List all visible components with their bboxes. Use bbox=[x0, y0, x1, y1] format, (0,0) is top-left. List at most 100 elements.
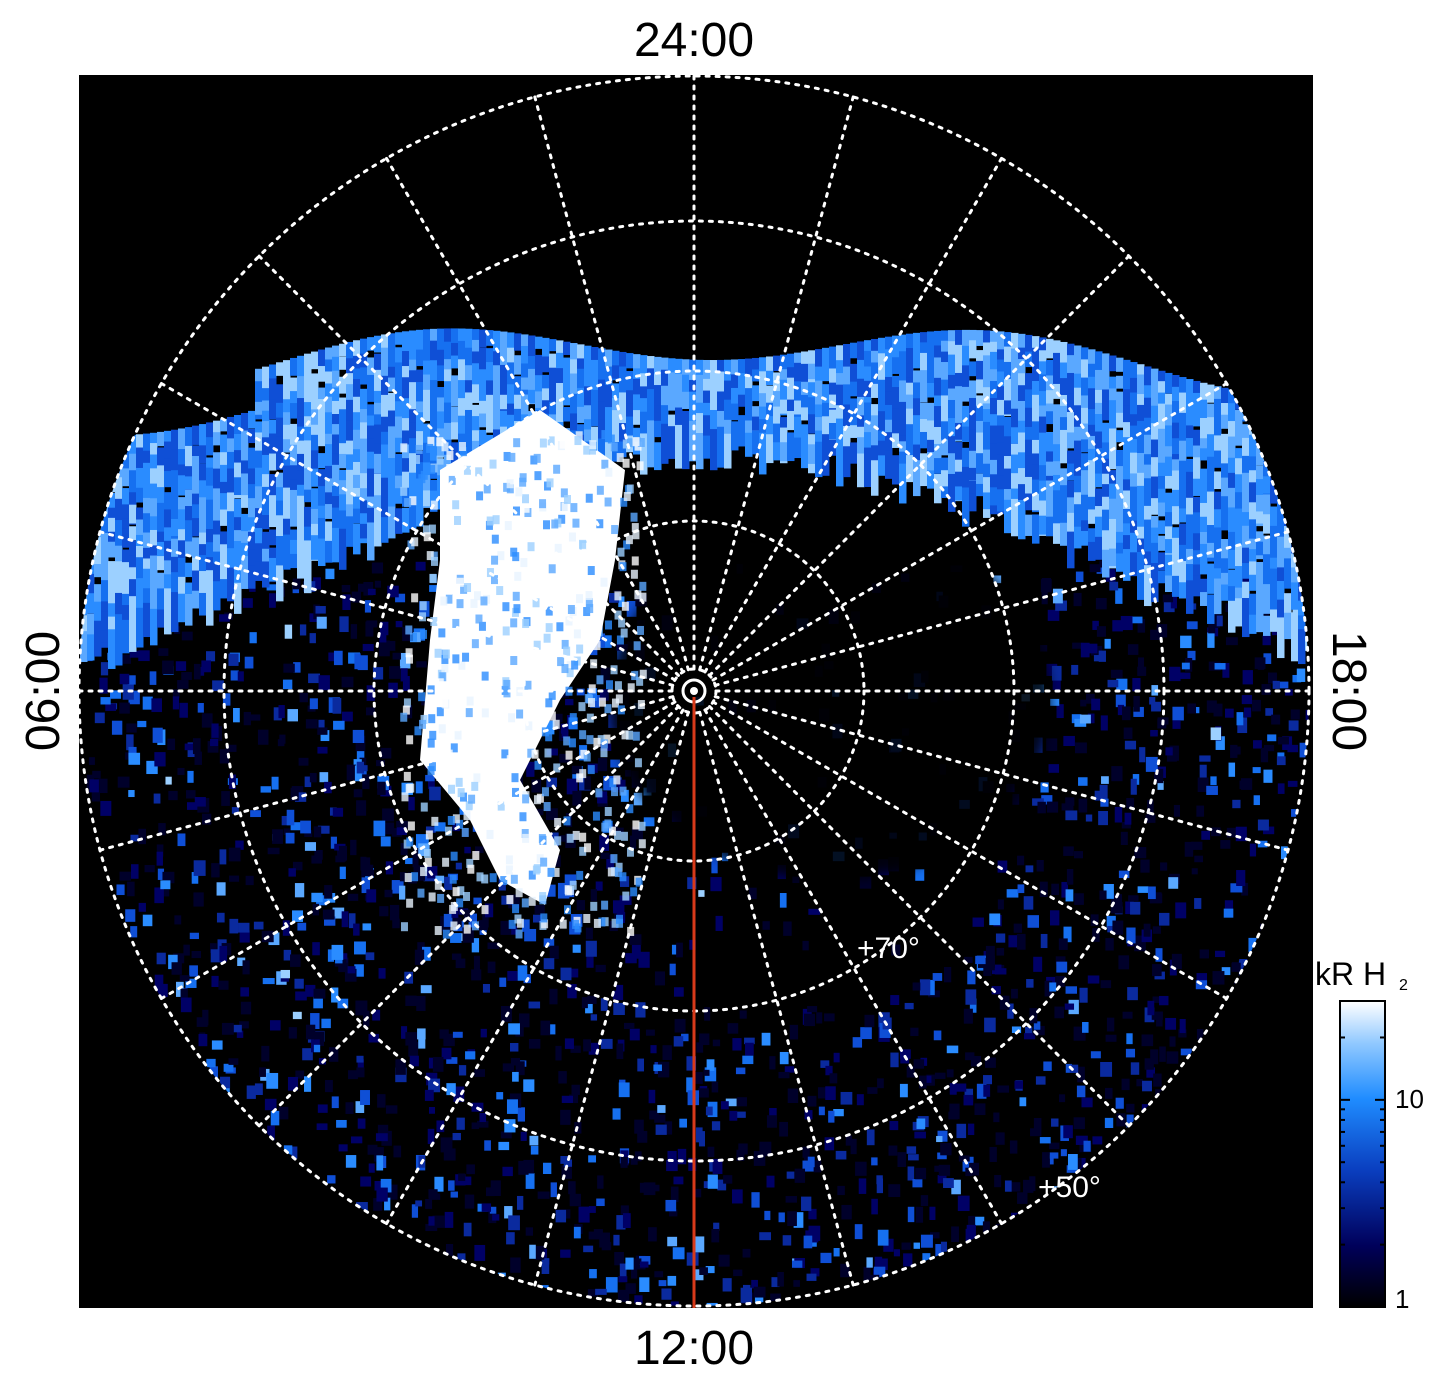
emission-pixel bbox=[1214, 595, 1222, 615]
emission-pixel bbox=[505, 865, 513, 875]
emission-pixel bbox=[955, 386, 963, 421]
emission-pixel bbox=[673, 1036, 684, 1047]
emission-pixel bbox=[164, 560, 172, 588]
emission-pixel bbox=[1200, 578, 1208, 603]
emission-pixel bbox=[395, 1059, 406, 1075]
emission-pixel bbox=[241, 556, 249, 576]
emission-pixel bbox=[738, 1143, 748, 1155]
emission-pixel bbox=[464, 583, 472, 593]
emission-pixel bbox=[779, 1051, 789, 1065]
emission-pixel bbox=[543, 802, 551, 812]
emission-pixel bbox=[563, 357, 571, 375]
emission-pixel bbox=[601, 430, 609, 440]
emission-pixel bbox=[210, 949, 223, 963]
emission-pixel bbox=[1291, 596, 1299, 610]
emission-pixel bbox=[808, 363, 816, 380]
emission-pixel bbox=[484, 903, 494, 918]
emission-pixel bbox=[508, 1215, 520, 1231]
emission-pixel bbox=[309, 772, 317, 783]
emission-pixel bbox=[1025, 407, 1033, 434]
emission-pixel bbox=[616, 453, 624, 463]
emission-pixel bbox=[327, 1175, 336, 1184]
emission-pixel bbox=[498, 1141, 510, 1151]
emission-pixel bbox=[310, 1013, 320, 1029]
emission-pixel bbox=[194, 751, 202, 765]
emission-pixel bbox=[136, 507, 144, 526]
emission-pixel bbox=[1261, 684, 1271, 695]
emission-pixel bbox=[179, 702, 188, 718]
emission-pixel bbox=[353, 449, 361, 472]
emission-pixel bbox=[333, 720, 345, 730]
emission-pixel bbox=[1243, 707, 1252, 718]
emission-pixel bbox=[227, 416, 235, 457]
emission-pixel bbox=[669, 1209, 678, 1217]
emission-pixel bbox=[1047, 609, 1060, 621]
emission-pixel bbox=[619, 876, 630, 887]
emission-pixel bbox=[512, 552, 520, 562]
emission-pixel bbox=[377, 1094, 386, 1108]
emission-pixel bbox=[1055, 975, 1065, 987]
emission-pixel bbox=[1162, 594, 1174, 603]
emission-pixel bbox=[253, 921, 264, 930]
emission-pixel bbox=[199, 571, 207, 601]
emission-pixel bbox=[481, 1203, 492, 1212]
emission-pixel bbox=[919, 979, 931, 996]
emission-pixel bbox=[584, 419, 592, 438]
emission-pixel bbox=[918, 1075, 927, 1089]
emission-pixel bbox=[548, 711, 556, 721]
emission-pixel bbox=[522, 833, 530, 843]
emission-pixel bbox=[892, 387, 900, 420]
emission-pixel bbox=[500, 410, 508, 428]
emission-pixel bbox=[1032, 514, 1040, 544]
emission-pixel bbox=[1280, 846, 1288, 860]
emission-pixel bbox=[1046, 480, 1054, 502]
emission-pixel bbox=[549, 945, 559, 960]
emission-pixel bbox=[425, 1198, 433, 1209]
emission-pixel bbox=[541, 1258, 550, 1274]
emission-pixel bbox=[1061, 881, 1069, 898]
emission-pixel bbox=[605, 467, 613, 477]
emission-pixel bbox=[1179, 482, 1187, 498]
emission-pixel bbox=[749, 887, 757, 900]
emission-pixel bbox=[1277, 736, 1289, 745]
emission-pixel bbox=[416, 401, 424, 416]
emission-pixel bbox=[871, 445, 879, 462]
emission-pixel bbox=[409, 472, 417, 496]
emission-pixel bbox=[1152, 926, 1161, 934]
emission-pixel bbox=[405, 1032, 417, 1046]
emission-pixel bbox=[452, 500, 460, 510]
emission-pixel bbox=[515, 929, 523, 939]
emission-pixel bbox=[1221, 517, 1229, 531]
emission-pixel bbox=[944, 966, 952, 983]
emission-pixel bbox=[557, 882, 570, 899]
emission-pixel bbox=[1089, 564, 1101, 573]
emission-pixel bbox=[382, 822, 395, 835]
emission-pixel bbox=[575, 431, 583, 441]
emission-pixel bbox=[388, 458, 396, 477]
emission-pixel bbox=[1228, 600, 1236, 633]
emission-pixel bbox=[402, 377, 410, 418]
emission-pixel bbox=[332, 907, 345, 919]
emission-pixel bbox=[299, 624, 307, 636]
emission-pixel bbox=[1163, 597, 1175, 613]
emission-pixel bbox=[220, 579, 228, 599]
emission-pixel bbox=[632, 731, 640, 741]
emission-pixel bbox=[321, 1018, 331, 1029]
emission-pixel bbox=[1053, 340, 1061, 361]
emission-pixel bbox=[877, 1078, 884, 1089]
emission-pixel bbox=[536, 653, 544, 663]
emission-pixel bbox=[622, 439, 630, 449]
emission-pixel bbox=[556, 352, 564, 376]
emission-pixel bbox=[94, 712, 105, 724]
emission-pixel bbox=[338, 845, 348, 861]
emission-pixel bbox=[304, 402, 312, 426]
emission-pixel bbox=[983, 463, 991, 482]
emission-pixel bbox=[1272, 680, 1280, 689]
emission-pixel bbox=[248, 531, 256, 552]
emission-pixel bbox=[920, 402, 928, 425]
emission-pixel bbox=[694, 1188, 702, 1198]
emission-pixel bbox=[988, 955, 996, 971]
emission-pixel bbox=[1145, 814, 1156, 823]
emission-pixel bbox=[143, 497, 151, 517]
emission-pixel bbox=[955, 422, 963, 440]
